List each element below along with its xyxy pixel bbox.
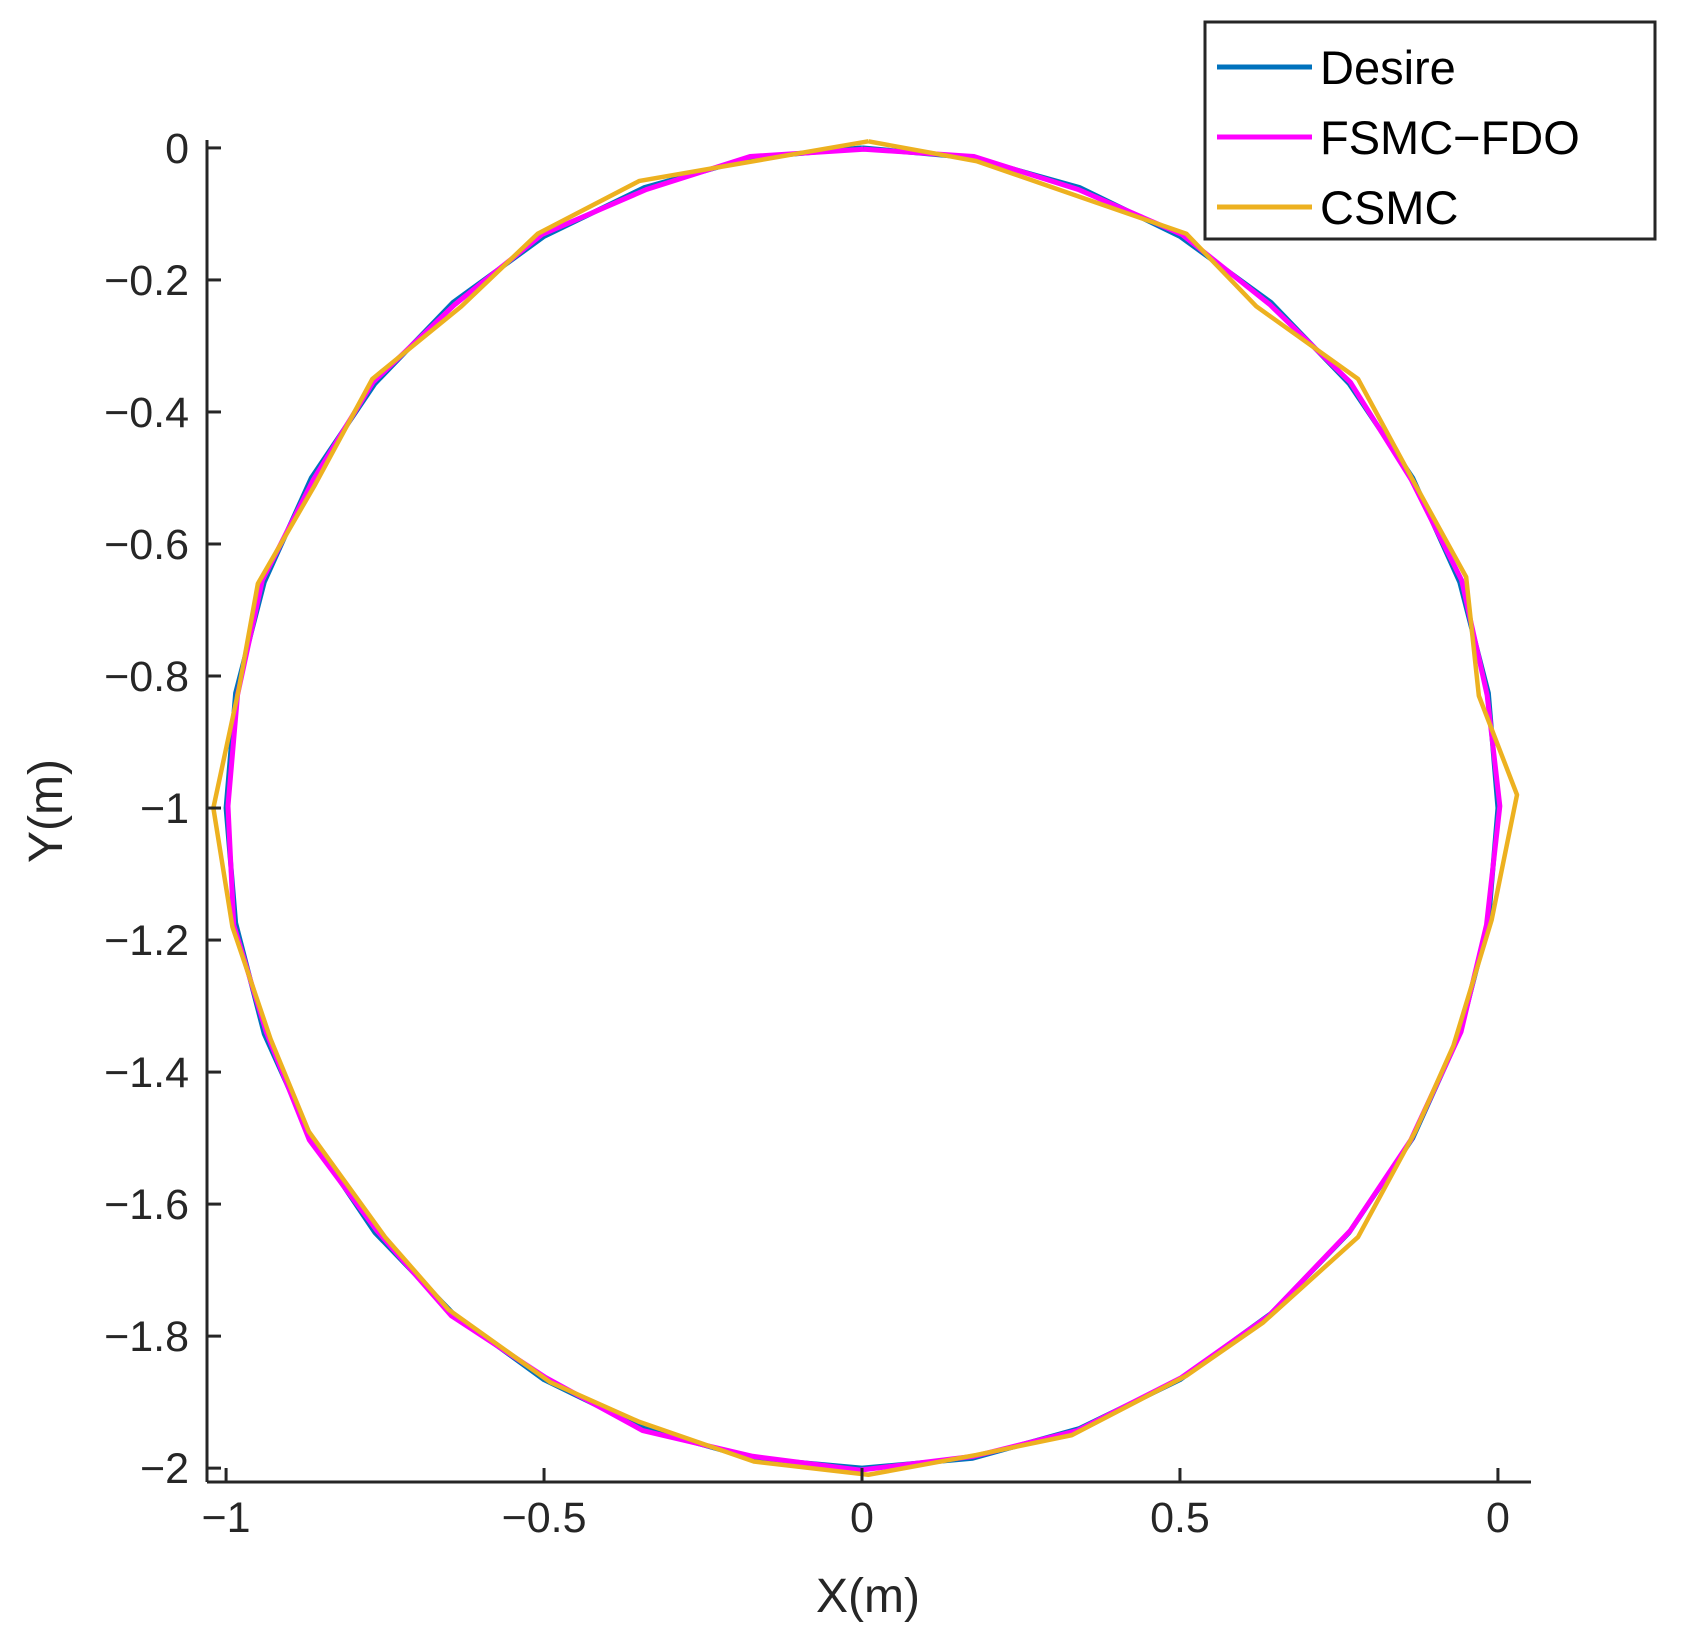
legend: Desire FSMC−FDO CSMC <box>1203 20 1657 241</box>
y-tick-label: −1.4 <box>104 1049 189 1097</box>
y-tick-label: −0.8 <box>104 653 189 701</box>
y-axis-label: Y(m) <box>20 759 73 863</box>
y-tick-label: −0.6 <box>104 521 189 569</box>
y-tick-label: 0 <box>165 125 189 173</box>
x-tick-label: 0 <box>1486 1494 1510 1542</box>
y-tick-label: −0.4 <box>104 389 189 437</box>
legend-box <box>1203 20 1657 241</box>
legend-label: CSMC <box>1320 181 1458 234</box>
y-tick-label: −2 <box>140 1445 189 1493</box>
y-tick-label: −1 <box>140 785 189 833</box>
y-tick-label: −1.8 <box>104 1313 189 1361</box>
plot-lines <box>211 139 1520 1477</box>
series-line <box>225 146 1503 1473</box>
x-tick-label: −0.5 <box>502 1494 587 1542</box>
legend-label: FSMC−FDO <box>1320 111 1580 164</box>
x-tick-label: 0 <box>850 1494 874 1542</box>
x-tick-label: 0.5 <box>1150 1494 1210 1542</box>
x-axis-label: X(m) <box>816 1570 920 1623</box>
series-line <box>211 139 1520 1477</box>
y-tick-label: −1.6 <box>104 1181 189 1229</box>
x-tick-label: −1 <box>202 1494 251 1542</box>
y-tick-label: −0.2 <box>104 257 189 305</box>
legend-label: Desire <box>1320 41 1456 94</box>
y-tick-label: −1.2 <box>104 917 189 965</box>
